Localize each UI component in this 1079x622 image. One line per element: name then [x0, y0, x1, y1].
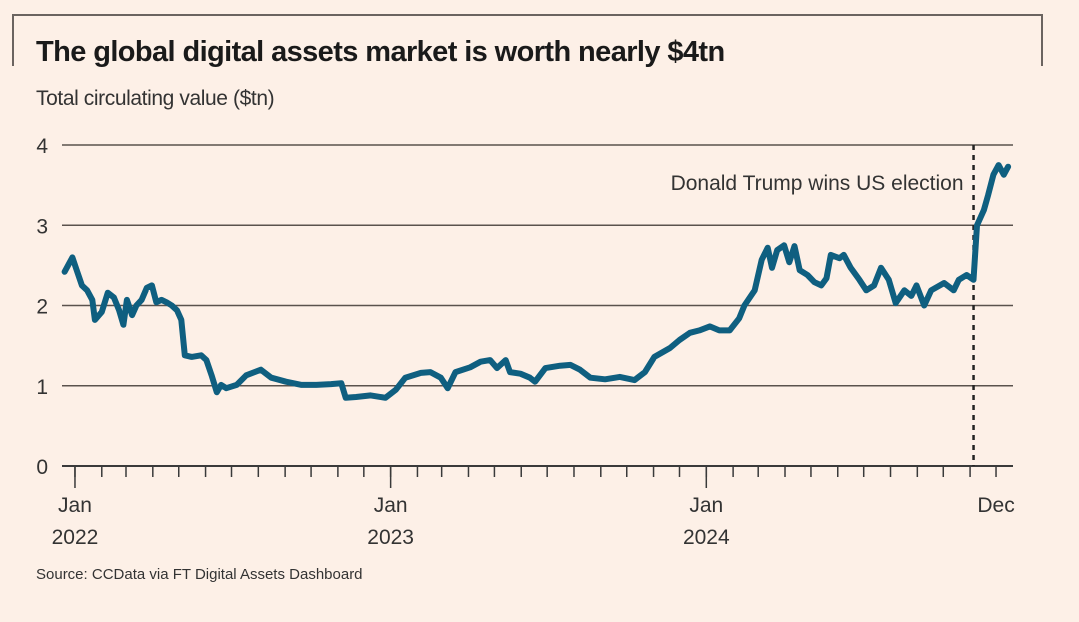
x-tick-label: Jan — [58, 494, 92, 517]
x-tick-label: 2023 — [367, 526, 414, 549]
y-tick-label: 1 — [36, 376, 48, 399]
chart-subtitle: Total circulating value ($tn) — [36, 87, 275, 110]
x-tick-label: Jan — [374, 494, 408, 517]
source-note: Source: CCData via FT Digital Assets Das… — [36, 566, 363, 583]
chart-title: The global digital assets market is wort… — [36, 36, 725, 68]
x-tick-label: Jan — [689, 494, 723, 517]
series-line-total-circulating-value — [61, 162, 1012, 401]
event-annotation-label: Donald Trump wins US election — [671, 172, 964, 195]
x-tick-label: 2024 — [683, 526, 730, 549]
x-tick-label: 2022 — [52, 526, 99, 549]
y-tick-label: 4 — [36, 135, 48, 158]
header-frame — [12, 14, 1043, 66]
x-tick-label: Dec — [977, 494, 1014, 517]
y-tick-label: 2 — [36, 296, 48, 319]
y-tick-label: 3 — [36, 215, 48, 238]
y-tick-label: 0 — [36, 456, 48, 479]
